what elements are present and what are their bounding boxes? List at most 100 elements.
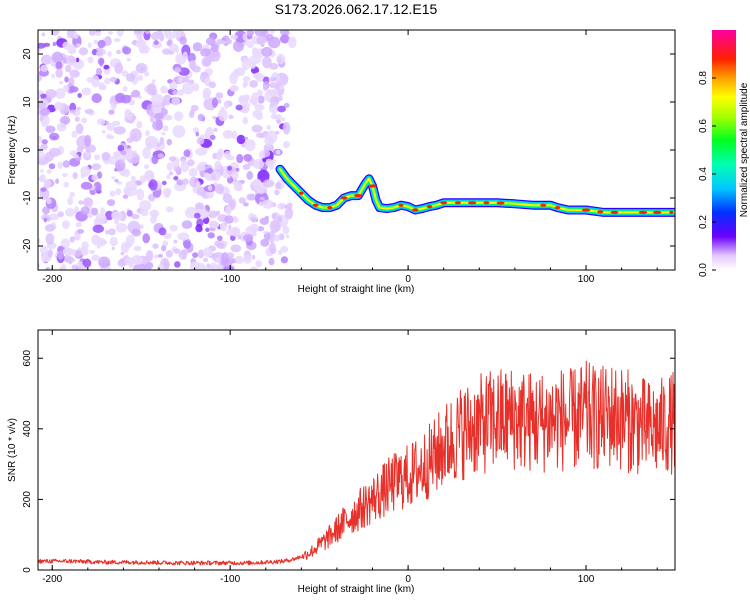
- noise-speckle: [251, 216, 256, 223]
- noise-speckle: [57, 211, 64, 218]
- noise-speckle: [267, 89, 274, 96]
- noise-speckle: [197, 249, 205, 259]
- noise-speckle: [93, 39, 99, 45]
- noise-speckle: [173, 30, 182, 38]
- noise-speckle: [78, 200, 84, 205]
- noise-speckle: [212, 97, 218, 108]
- noise-speckle: [59, 115, 71, 125]
- noise-speckle: [77, 93, 82, 98]
- noise-speckle: [282, 122, 291, 135]
- noise-speckle: [262, 179, 275, 188]
- noise-speckle: [111, 176, 115, 180]
- noise-speckle: [166, 174, 171, 180]
- noise-speckle: [265, 158, 274, 167]
- noise-speckle: [61, 173, 68, 177]
- noise-speckle: [55, 68, 63, 79]
- noise-speckle: [244, 103, 251, 108]
- noise-speckle: [257, 169, 270, 183]
- noise-speckle: [279, 84, 285, 90]
- noise-speckle: [197, 113, 205, 122]
- noise-speckle: [55, 178, 60, 184]
- noise-speckle: [161, 180, 167, 186]
- snr-x-tick-label: -100: [220, 574, 240, 585]
- noise-speckle: [174, 67, 182, 73]
- noise-speckle: [229, 85, 238, 92]
- noise-speckle: [196, 137, 205, 145]
- noise-speckle: [116, 30, 124, 37]
- noise-speckle: [115, 188, 122, 196]
- noise-speckle: [51, 30, 60, 36]
- noise-speckle: [266, 124, 272, 130]
- colorbar-tick-label: 0.8: [698, 71, 709, 85]
- noise-speckle: [72, 172, 78, 180]
- noise-speckle: [195, 224, 203, 233]
- noise-speckle: [192, 252, 199, 258]
- noise-speckle: [228, 224, 232, 230]
- noise-speckle: [109, 236, 118, 247]
- noise-speckle: [259, 196, 265, 201]
- noise-speckle: [94, 154, 100, 161]
- noise-speckle: [133, 245, 142, 252]
- noise-speckle: [39, 245, 48, 255]
- noise-speckle: [81, 87, 91, 96]
- noise-speckle: [65, 64, 72, 73]
- noise-speckle: [115, 92, 126, 103]
- noise-speckle: [91, 174, 99, 182]
- noise-speckle: [270, 30, 275, 34]
- noise-speckle: [262, 56, 272, 69]
- noise-speckle: [115, 223, 128, 233]
- noise-speckle: [227, 165, 233, 171]
- noise-speckle: [116, 181, 123, 185]
- noise-speckle: [192, 127, 199, 134]
- noise-speckle: [253, 72, 263, 80]
- noise-speckle: [140, 209, 149, 217]
- noise-speckle: [214, 160, 222, 170]
- track-peak: [299, 191, 304, 195]
- noise-speckle: [124, 186, 138, 197]
- noise-speckle: [192, 83, 200, 92]
- noise-speckle: [271, 212, 277, 220]
- noise-speckle: [40, 64, 49, 72]
- spectrogram-x-tick-label: -200: [42, 274, 62, 285]
- colorbar-ticks: 0.0 0.2 0.4 0.6 0.8: [698, 71, 716, 277]
- noise-speckle: [117, 145, 125, 152]
- noise-speckle: [131, 213, 140, 220]
- noise-speckle: [144, 170, 155, 182]
- noise-speckle: [40, 187, 47, 192]
- noise-speckle: [107, 51, 112, 57]
- noise-speckle: [131, 228, 142, 237]
- noise-speckle: [94, 31, 102, 37]
- noise-speckle: [177, 232, 190, 241]
- noise-speckle: [166, 138, 172, 146]
- noise-speckle: [252, 110, 263, 118]
- noise-speckle: [195, 147, 208, 156]
- noise-speckle: [46, 217, 51, 222]
- noise-speckle: [97, 39, 106, 49]
- noise-speckle: [269, 82, 279, 89]
- noise-speckle: [139, 200, 152, 212]
- colorbar: 0.0 0.2 0.4 0.6 0.8 Normalized spectral ampl…: [698, 30, 750, 277]
- spectrogram-y-tick-label: -10: [22, 190, 33, 205]
- noise-speckle: [130, 175, 136, 182]
- noise-speckle: [187, 159, 195, 167]
- noise-speckle: [245, 226, 257, 236]
- noise-speckle: [182, 178, 189, 185]
- signal-track: [275, 164, 675, 217]
- noise-speckle: [262, 157, 267, 163]
- noise-speckle: [112, 151, 120, 158]
- noise-speckle: [126, 210, 133, 217]
- noise-speckle: [281, 117, 286, 121]
- track-peak: [327, 206, 333, 210]
- noise-speckle: [163, 30, 172, 36]
- noise-speckle: [202, 87, 212, 97]
- noise-speckle: [95, 212, 107, 224]
- noise-speckle: [151, 99, 162, 114]
- colorbar-tick-label: 0.6: [698, 119, 709, 133]
- noise-speckle: [254, 104, 265, 111]
- noise-speckle: [125, 73, 135, 82]
- noise-speckle: [56, 122, 67, 132]
- spectrogram-x-axis-label: Height of straight line (km): [298, 284, 415, 295]
- noise-speckle: [106, 199, 116, 207]
- noise-speckle: [82, 258, 92, 268]
